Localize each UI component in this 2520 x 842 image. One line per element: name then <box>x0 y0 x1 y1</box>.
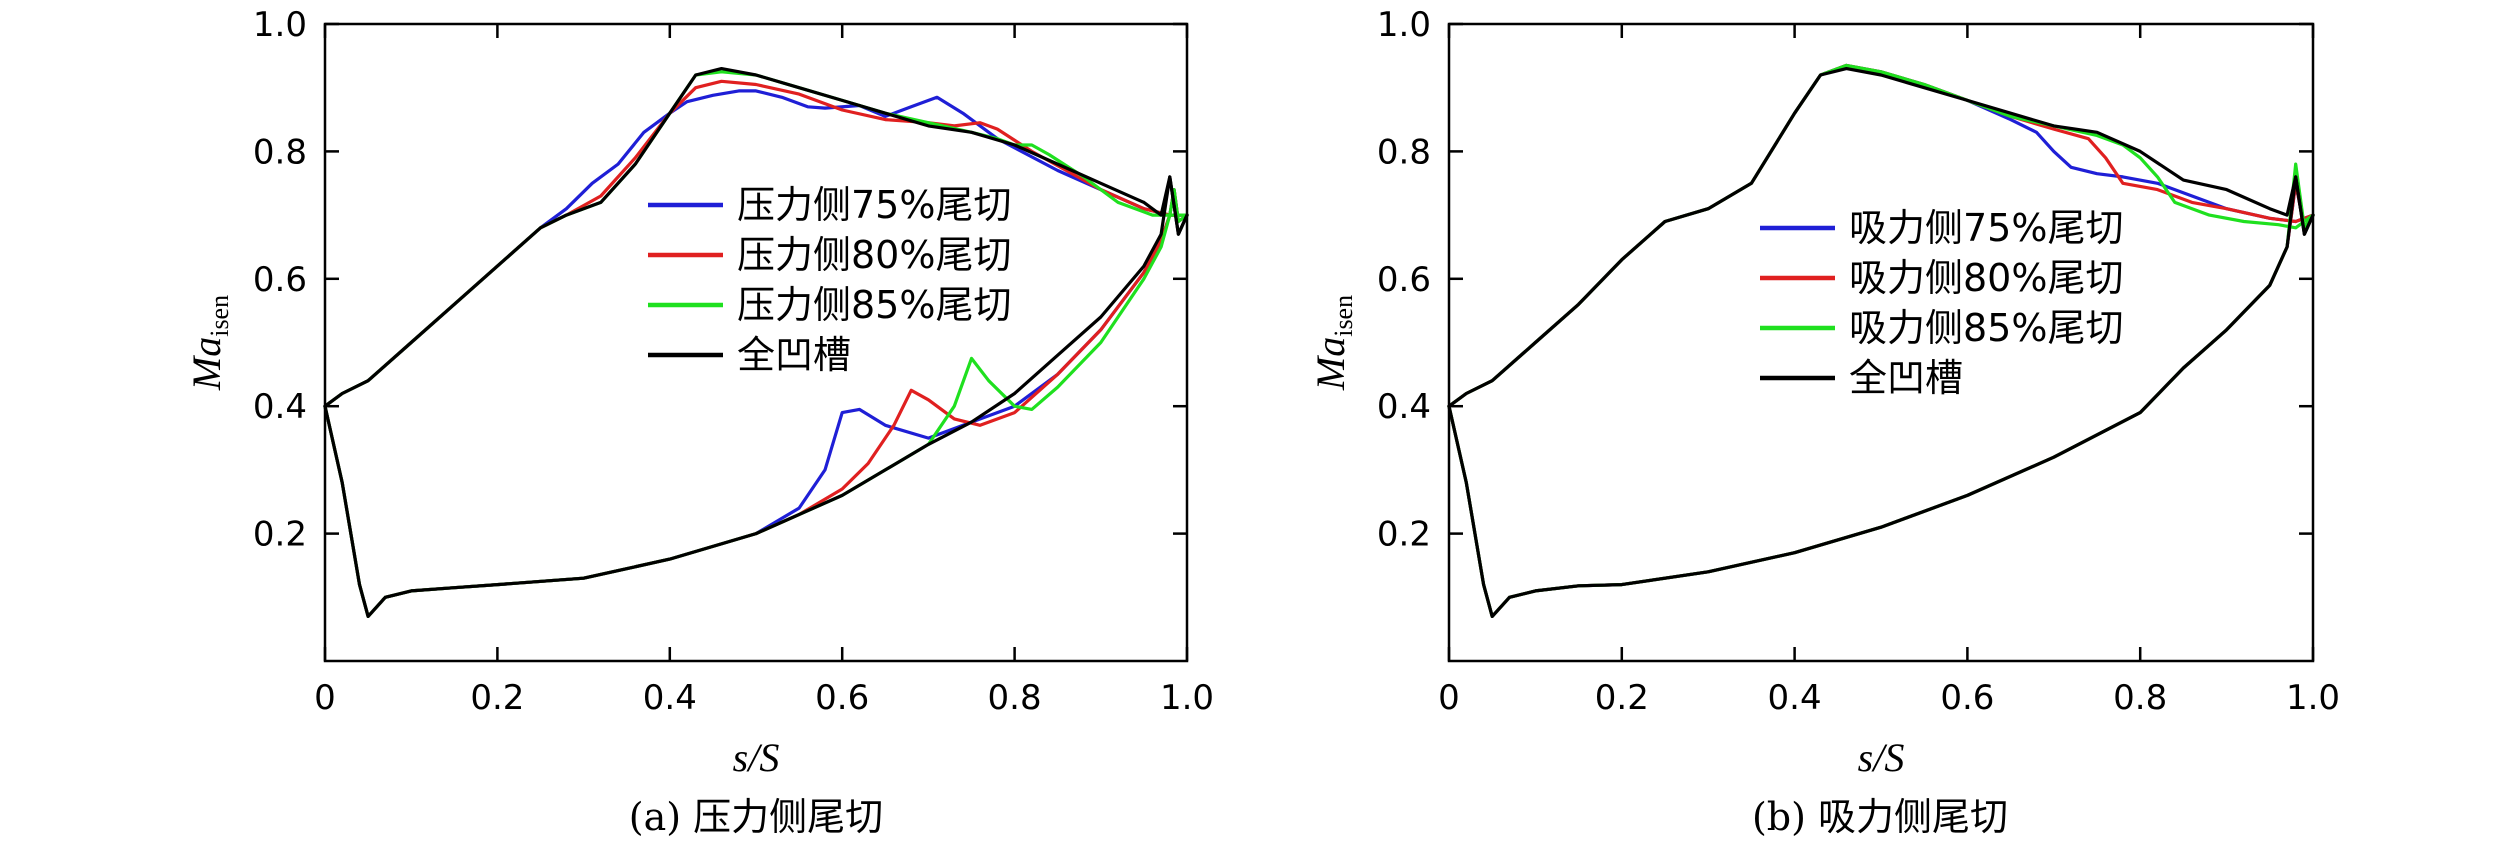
x-tick-label: 0.2 <box>1595 678 1649 718</box>
x-tick-label: 0.6 <box>815 678 869 718</box>
chart-panel-b: 0 0.2 0.4 0.6 0.8 1.0 0.2 0.4 0.6 0.8 1.0 s/S Maisen… <box>1308 5 2340 839</box>
x-tick-label: 0.4 <box>1768 678 1822 718</box>
y-axis-label: Maisen <box>184 295 234 391</box>
legend-label: 吸力侧85%尾切 <box>1849 306 2123 350</box>
x-tick-label: 0.4 <box>643 678 697 718</box>
series-line-4-lower <box>323 175 1189 618</box>
legend-label: 全凹槽 <box>1849 356 1963 400</box>
x-tick-label: 0.8 <box>2113 678 2167 718</box>
x-axis-label: s/S <box>1858 735 1905 780</box>
plot-frame <box>323 22 1189 663</box>
x-tick-label: 0 <box>1438 678 1460 718</box>
series-line-4-upper <box>1447 67 2315 408</box>
y-tick-label: 0.8 <box>253 132 307 172</box>
y-tick-label: 0.4 <box>1377 387 1431 427</box>
y-tick-label: 0.2 <box>253 515 307 555</box>
legend-label: 压力侧80%尾切 <box>737 233 1011 277</box>
legend-label: 压力侧85%尾切 <box>737 283 1011 327</box>
x-tick-label: 1.0 <box>2286 678 2340 718</box>
panel-caption: (b) 吸力侧尾切 <box>1752 795 2008 839</box>
x-tick-label: 0.8 <box>988 678 1042 718</box>
x-tick-label: 0.2 <box>470 678 524 718</box>
y-tick-label: 0.6 <box>1377 260 1431 300</box>
y-tick-label: 0.2 <box>1377 515 1431 555</box>
x-tick-label: 0 <box>314 678 336 718</box>
legend-label: 吸力侧75%尾切 <box>1849 206 2123 250</box>
legend-label: 全凹槽 <box>737 333 851 377</box>
series-line-4-upper <box>323 67 1189 408</box>
y-tick-label: 0.6 <box>253 260 307 300</box>
x-tick-label: 1.0 <box>1160 678 1214 718</box>
series-line-4-lower <box>1447 175 2315 618</box>
y-tick-label: 0.4 <box>253 387 307 427</box>
y-tick-label: 0.8 <box>1377 132 1431 172</box>
legend-label: 吸力侧80%尾切 <box>1849 256 2123 300</box>
x-tick-label: 0.6 <box>1940 678 1994 718</box>
y-tick-label: 1.0 <box>1377 5 1431 45</box>
plot-frame <box>1447 22 2315 663</box>
x-axis-label: s/S <box>733 735 780 780</box>
y-tick-label: 1.0 <box>253 5 307 45</box>
legend-label: 压力侧75%尾切 <box>737 183 1011 227</box>
chart-panel-a: 0 0.2 0.4 0.6 0.8 1.0 0.2 0.4 0.6 0.8 1.0 s/S Maisen… <box>184 5 1214 839</box>
panel-caption: (a) 压力侧尾切 <box>629 795 883 839</box>
y-axis-label: Maisen <box>1308 295 1358 391</box>
